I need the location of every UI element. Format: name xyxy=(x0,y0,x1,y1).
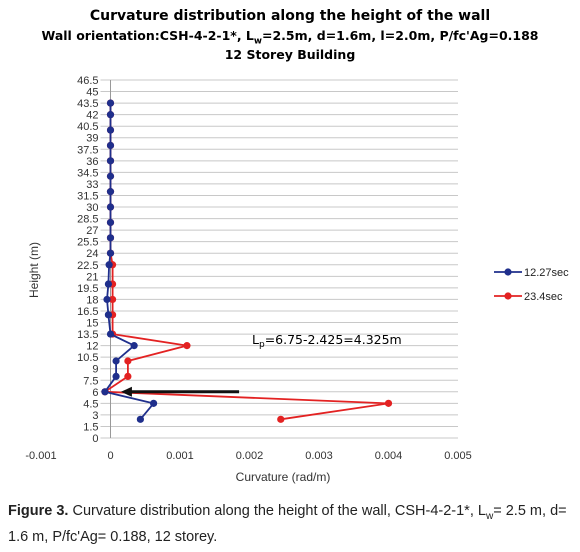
legend-marker xyxy=(504,268,512,276)
data-point xyxy=(124,357,132,365)
y-tick-label: 15 xyxy=(86,318,98,330)
y-tick-label: 22.5 xyxy=(77,260,98,272)
data-point xyxy=(106,99,115,107)
plastic-hinge-arrow xyxy=(120,386,240,397)
series-line-1 xyxy=(103,103,156,420)
data-point xyxy=(103,295,111,304)
y-tick-label: 24 xyxy=(86,248,98,260)
lp-post: =6.75-2.425=4.325m xyxy=(265,332,402,347)
data-point xyxy=(106,234,115,242)
caption-text: Curvature distribution along the height … xyxy=(68,503,486,519)
data-point xyxy=(108,295,117,304)
y-tick-label: 46.5 xyxy=(77,75,98,87)
y-tick-label: 30 xyxy=(86,202,98,214)
chart-subtitle-building: 12 Storey Building xyxy=(224,47,356,62)
y-tick-label: 36 xyxy=(86,156,98,168)
data-point xyxy=(183,342,191,350)
data-point xyxy=(112,357,120,365)
series-layer xyxy=(101,99,393,423)
y-tick-label: 16.5 xyxy=(77,306,98,318)
data-point xyxy=(106,188,115,196)
data-point xyxy=(101,388,109,396)
y-tick-label: 34.5 xyxy=(77,167,98,179)
x-axis-label: Curvature (rad/m) xyxy=(236,470,331,484)
caption-text-2: = 2.5 m, d= 1.6 m, P/fc'Ag= 0.188, 12 st… xyxy=(8,503,567,545)
data-point xyxy=(124,372,132,381)
data-point xyxy=(106,249,115,257)
y-tick-label: 0 xyxy=(92,433,98,445)
y-tick-label: 10.5 xyxy=(77,352,98,364)
data-point xyxy=(106,203,115,211)
data-point xyxy=(106,157,115,165)
data-point xyxy=(136,415,144,423)
figure-caption: Figure 3. Curvature distribution along t… xyxy=(8,501,574,548)
y-tick-label: 9 xyxy=(92,364,98,376)
x-tick-label: 0.003 xyxy=(305,450,333,462)
y-tick-label: 28.5 xyxy=(77,214,98,226)
data-point xyxy=(104,280,113,288)
y-tick-label: 33 xyxy=(86,179,98,191)
y-tick-label: 4.5 xyxy=(83,398,98,410)
x-tick-label: 0.001 xyxy=(166,450,194,462)
data-point xyxy=(106,141,115,150)
lp-pre: L xyxy=(252,332,259,347)
y-tick-label: 45 xyxy=(86,87,98,99)
x-tick-label: 0.005 xyxy=(444,450,472,462)
chart-title: Curvature distribution along the height … xyxy=(89,8,491,24)
data-point xyxy=(104,311,113,319)
legend-marker xyxy=(504,292,512,300)
data-point xyxy=(112,372,120,381)
data-point xyxy=(106,126,115,134)
grid-lines xyxy=(100,79,458,439)
x-tick-label: 0 xyxy=(107,450,113,462)
y-tick-labels: 01.534.567.5910.51213.51516.51819.52122.… xyxy=(77,75,98,445)
x-tick-label: 0.004 xyxy=(375,450,403,462)
y-tick-label: 19.5 xyxy=(77,283,98,295)
y-tick-label: 27 xyxy=(86,225,98,237)
subtitle-post: =2.5m, d=1.6m, l=2.0m, P/fc'Ag=0.188 xyxy=(262,28,539,43)
subtitle-sub: w xyxy=(253,36,262,47)
y-axis-label: Height (m) xyxy=(27,242,41,298)
y-tick-label: 37.5 xyxy=(77,144,98,156)
lp-annotation: Lp=6.75-2.425=4.325m xyxy=(252,332,402,350)
data-point xyxy=(105,261,113,269)
data-point xyxy=(106,111,115,119)
caption-sub: w xyxy=(485,510,494,522)
data-point xyxy=(384,399,393,407)
y-tick-label: 25.5 xyxy=(77,237,98,249)
x-tick-labels: -0.001 0 0.001 0.002 0.003 0.004 0.005 xyxy=(25,450,471,462)
series-line-2 xyxy=(102,103,389,421)
x-tick-label: 0.002 xyxy=(236,450,264,462)
y-tick-label: 18 xyxy=(86,294,98,306)
data-point xyxy=(106,172,115,180)
arrow-head xyxy=(120,386,132,397)
y-tick-label: 13.5 xyxy=(77,329,98,341)
lp-sub: p xyxy=(259,340,265,350)
y-tick-label: 7.5 xyxy=(83,375,98,387)
data-point xyxy=(106,218,115,227)
y-tick-label: 43.5 xyxy=(77,98,98,110)
y-tick-label: 3 xyxy=(92,410,98,422)
x-tick-label: -0.001 xyxy=(25,450,56,462)
y-tick-label: 42 xyxy=(86,110,98,122)
subtitle-pre: Wall orientation:CSH-4-2-1*, L xyxy=(41,28,254,43)
y-tick-label: 21 xyxy=(86,271,98,283)
data-point xyxy=(106,330,115,338)
y-tick-label: 1.5 xyxy=(83,421,98,433)
caption-label: Figure 3. xyxy=(8,503,69,519)
legend-label: 23.4sec xyxy=(524,291,563,303)
y-tick-label: 40.5 xyxy=(77,121,98,133)
chart-canvas: 01.534.567.5910.51213.51516.51819.52122.… xyxy=(25,75,569,484)
data-point xyxy=(130,342,138,350)
data-point xyxy=(149,399,158,407)
legend: 12.27sec 23.4sec xyxy=(494,267,569,303)
legend-label: 12.27sec xyxy=(524,267,569,279)
y-tick-label: 39 xyxy=(86,133,98,145)
y-tick-label: 12 xyxy=(86,341,98,353)
y-tick-label: 6 xyxy=(92,387,98,399)
y-tick-label: 31.5 xyxy=(77,190,98,202)
chart-subtitle: Wall orientation:CSH-4-2-1*, Lw=2.5m, d=… xyxy=(0,28,580,47)
data-point xyxy=(277,415,285,423)
